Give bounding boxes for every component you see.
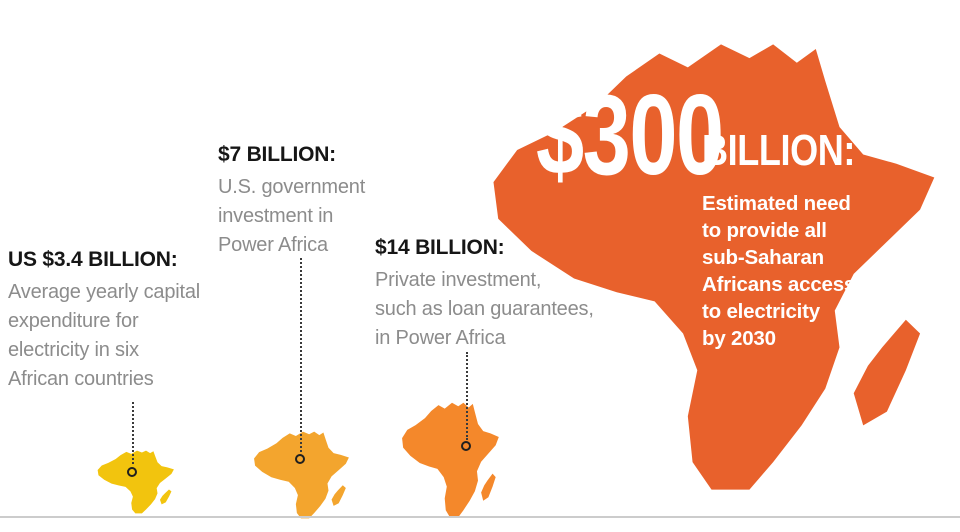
leader-line-3-4b [132, 402, 134, 464]
label-title-3-4b: US $3.4 BILLION: [8, 248, 178, 271]
africa-silhouette-14b [402, 402, 499, 518]
label-block-3-4b: US $3.4 BILLION: Average yearly capital … [8, 247, 238, 394]
label-title-14b: $14 BILLION: [375, 236, 505, 259]
target-ring-3-4b [127, 467, 137, 477]
africa-silhouette-7b [254, 431, 349, 519]
big-value-description: Estimated need to provide all sub-Sahara… [702, 192, 856, 350]
target-ring-7b [295, 454, 305, 464]
africa-silhouette-3-4b [97, 450, 174, 514]
baseline-rule [0, 516, 960, 518]
label-body-7b: U.S. government investment in Power Afri… [218, 176, 366, 256]
big-value-300: $300 [536, 72, 724, 199]
label-block-14b: $14 BILLION: Private investment, such as… [375, 235, 625, 353]
big-value-unit: BILLION: [702, 126, 856, 175]
label-body-3-4b: Average yearly capital expenditure for e… [8, 281, 201, 390]
leader-line-7b [300, 258, 302, 452]
target-ring-14b [461, 441, 471, 451]
label-body-14b: Private investment, such as loan guarant… [375, 269, 594, 349]
label-title-7b: $7 BILLION: [218, 143, 336, 166]
leader-line-14b [466, 352, 468, 440]
label-block-7b: $7 BILLION: U.S. government investment i… [218, 142, 418, 260]
